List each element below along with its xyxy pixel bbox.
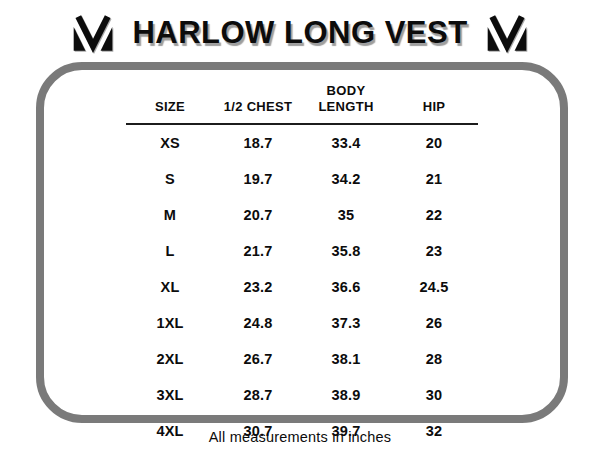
page-title: HARLOW LONG VEST <box>132 15 467 51</box>
size-cell: S <box>126 161 214 197</box>
table-row: 1XL24.837.326 <box>126 305 478 341</box>
brand-m-logo-right-icon <box>486 13 528 53</box>
size-cell: M <box>126 197 214 233</box>
size-cell: 3XL <box>126 377 214 413</box>
size-table-head: SIZE1/2 CHESTBODY LENGTHHIP <box>126 81 478 124</box>
value-cell: 24.5 <box>390 269 478 305</box>
size-cell: XL <box>126 269 214 305</box>
value-cell: 28.7 <box>214 377 302 413</box>
value-cell: 24.8 <box>214 305 302 341</box>
value-cell: 35 <box>302 197 390 233</box>
size-chart-panel: SIZE1/2 CHESTBODY LENGTHHIP XS18.733.420… <box>36 62 568 423</box>
value-cell: 37.3 <box>302 305 390 341</box>
value-cell: 38.9 <box>302 377 390 413</box>
column-header: BODY LENGTH <box>302 81 390 124</box>
value-cell: 35.8 <box>302 233 390 269</box>
value-cell: 26.7 <box>214 341 302 377</box>
value-cell: 26 <box>390 305 478 341</box>
table-row: XL23.236.624.5 <box>126 269 478 305</box>
value-cell: 22 <box>390 197 478 233</box>
measurements-note: All measurements in inches <box>0 429 600 445</box>
value-cell: 33.4 <box>302 124 390 161</box>
table-row: 2XL26.738.128 <box>126 341 478 377</box>
size-cell: 2XL <box>126 341 214 377</box>
header: HARLOW LONG VEST <box>0 0 600 58</box>
table-row: M20.73522 <box>126 197 478 233</box>
size-table: SIZE1/2 CHESTBODY LENGTHHIP XS18.733.420… <box>126 81 478 449</box>
table-row: L21.735.823 <box>126 233 478 269</box>
size-cell: 1XL <box>126 305 214 341</box>
value-cell: 36.6 <box>302 269 390 305</box>
value-cell: 28 <box>390 341 478 377</box>
column-header: 1/2 CHEST <box>214 81 302 124</box>
value-cell: 23 <box>390 233 478 269</box>
size-table-body: XS18.733.420S19.734.221M20.73522L21.735.… <box>126 124 478 449</box>
table-row: S19.734.221 <box>126 161 478 197</box>
size-cell: XS <box>126 124 214 161</box>
size-cell: L <box>126 233 214 269</box>
table-row: 3XL28.738.930 <box>126 377 478 413</box>
value-cell: 30 <box>390 377 478 413</box>
value-cell: 21.7 <box>214 233 302 269</box>
table-row: XS18.733.420 <box>126 124 478 161</box>
value-cell: 34.2 <box>302 161 390 197</box>
value-cell: 19.7 <box>214 161 302 197</box>
size-chart-page: HARLOW LONG VEST SIZE1/2 CHESTBODY LENGT… <box>0 0 600 464</box>
value-cell: 20.7 <box>214 197 302 233</box>
column-header: SIZE <box>126 81 214 124</box>
column-header: HIP <box>390 81 478 124</box>
value-cell: 38.1 <box>302 341 390 377</box>
value-cell: 23.2 <box>214 269 302 305</box>
table-header-row: SIZE1/2 CHESTBODY LENGTHHIP <box>126 81 478 124</box>
brand-m-logo-left-icon <box>72 13 114 53</box>
value-cell: 21 <box>390 161 478 197</box>
value-cell: 18.7 <box>214 124 302 161</box>
value-cell: 20 <box>390 124 478 161</box>
